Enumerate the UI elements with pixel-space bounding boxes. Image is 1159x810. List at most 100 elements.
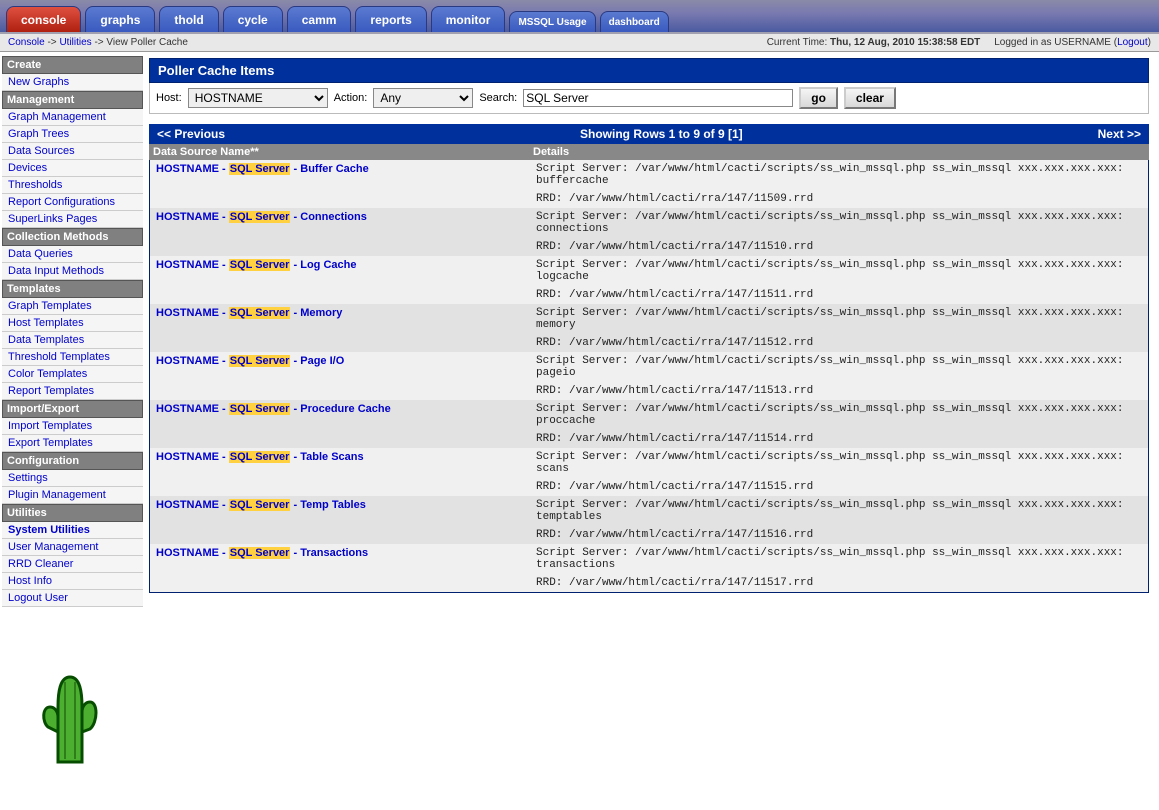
detail-text: RRD: /var/www/html/cacti/rra/147/11516.r… — [530, 526, 1148, 544]
data-source-link[interactable]: HOSTNAME - SQL Server - Memory — [156, 307, 342, 319]
data-source-link[interactable]: HOSTNAME - SQL Server - Page I/O — [156, 355, 344, 367]
current-time: Thu, 12 Aug, 2010 15:38:58 EDT — [830, 37, 980, 48]
table-row: HOSTNAME - SQL Server - Buffer CacheScri… — [150, 160, 1148, 190]
pager-showing: Showing Rows 1 to 9 of 9 [1] — [580, 127, 743, 141]
sidebar-item-report-templates[interactable]: Report Templates — [2, 383, 143, 400]
tab-thold[interactable]: thold — [159, 6, 218, 32]
detail-text: RRD: /var/www/html/cacti/rra/147/11517.r… — [530, 574, 1148, 592]
sidebar-item-new-graphs[interactable]: New Graphs — [2, 74, 143, 91]
detail-text: RRD: /var/www/html/cacti/rra/147/11512.r… — [530, 334, 1148, 352]
tab-graphs[interactable]: graphs — [85, 6, 155, 32]
panel-title: Poller Cache Items — [149, 58, 1149, 83]
tab-reports[interactable]: reports — [355, 6, 426, 32]
logo-area — [30, 647, 110, 800]
search-input[interactable] — [523, 89, 793, 107]
sidebar-header: Management — [2, 91, 143, 109]
col-data-source[interactable]: Data Source Name** — [153, 146, 533, 158]
sidebar-item-import-templates[interactable]: Import Templates — [2, 418, 143, 435]
tab-dashboard[interactable]: dashboard — [600, 11, 669, 32]
table-row: HOSTNAME - SQL Server - Table Scans Scrip… — [150, 448, 1148, 478]
sidebar-item-threshold-templates[interactable]: Threshold Templates — [2, 349, 143, 366]
sidebar-header: Import/Export — [2, 400, 143, 418]
host-select[interactable]: HOSTNAME — [188, 88, 328, 108]
detail-text: Script Server: /var/www/html/cacti/scrip… — [530, 448, 1148, 478]
sidebar-item-export-templates[interactable]: Export Templates — [2, 435, 143, 452]
sidebar-item-report-configurations[interactable]: Report Configurations — [2, 194, 143, 211]
sidebar-item-superlinks-pages[interactable]: SuperLinks Pages — [2, 211, 143, 228]
detail-text: Script Server: /var/www/html/cacti/scrip… — [530, 304, 1148, 334]
logged-in-label: Logged in as — [994, 37, 1051, 48]
breadcrumb-link[interactable]: Console — [8, 37, 45, 48]
detail-text: Script Server: /var/www/html/cacti/scrip… — [530, 400, 1148, 430]
tab-cycle[interactable]: cycle — [223, 6, 283, 32]
sidebar-item-data-templates[interactable]: Data Templates — [2, 332, 143, 349]
breadcrumb-link[interactable]: Utilities — [59, 37, 91, 48]
tab-camm[interactable]: camm — [287, 6, 352, 32]
sidebar-item-thresholds[interactable]: Thresholds — [2, 177, 143, 194]
breadcrumb-bar: Console -> Utilities -> View Poller Cach… — [0, 34, 1159, 52]
detail-text: Script Server: /var/www/html/cacti/scrip… — [530, 496, 1148, 526]
table-row: RRD: /var/www/html/cacti/rra/147/11510.r… — [150, 238, 1148, 256]
col-details: Details — [533, 146, 1145, 158]
data-source-link[interactable]: HOSTNAME - SQL Server - Transactions — [156, 547, 368, 559]
data-source-link[interactable]: HOSTNAME - SQL Server - Connections — [156, 211, 367, 223]
sidebar: CreateNew GraphsManagementGraph Manageme… — [0, 52, 145, 611]
table-row: HOSTNAME - SQL Server - Connections Scrip… — [150, 208, 1148, 238]
detail-text: Script Server: /var/www/html/cacti/scrip… — [530, 352, 1148, 382]
data-source-link[interactable]: HOSTNAME - SQL Server - Log Cache — [156, 259, 356, 271]
detail-text: RRD: /var/www/html/cacti/rra/147/11509.r… — [530, 190, 1148, 208]
sidebar-item-plugin-management[interactable]: Plugin Management — [2, 487, 143, 504]
main-content: Poller Cache Items Host: HOSTNAME Action… — [145, 52, 1159, 611]
breadcrumb: Console -> Utilities -> View Poller Cach… — [8, 37, 188, 48]
sidebar-item-user-management[interactable]: User Management — [2, 539, 143, 556]
sidebar-item-logout-user[interactable]: Logout User — [2, 590, 143, 607]
tab-mssql-usage[interactable]: MSSQL Usage — [509, 11, 595, 32]
sidebar-item-system-utilities[interactable]: System Utilities — [2, 522, 143, 539]
logout-link[interactable]: Logout — [1117, 37, 1148, 48]
detail-text: Script Server: /var/www/html/cacti/scrip… — [530, 208, 1148, 238]
sidebar-header: Configuration — [2, 452, 143, 470]
table-row: HOSTNAME - SQL Server - Temp Tables Scrip… — [150, 496, 1148, 526]
sidebar-header: Create — [2, 56, 143, 74]
clear-button[interactable]: clear — [844, 87, 896, 109]
go-button[interactable]: go — [799, 87, 838, 109]
tab-console[interactable]: console — [6, 6, 81, 32]
sidebar-header: Templates — [2, 280, 143, 298]
sidebar-item-graph-trees[interactable]: Graph Trees — [2, 126, 143, 143]
table-row: RRD: /var/www/html/cacti/rra/147/11515.r… — [150, 478, 1148, 496]
next-link[interactable]: Next >> — [1098, 127, 1141, 141]
data-source-link[interactable]: HOSTNAME - SQL Server - Temp Tables — [156, 499, 366, 511]
data-source-link[interactable]: HOSTNAME - SQL Server - Buffer Cache — [156, 163, 369, 175]
username: USERNAME — [1054, 37, 1111, 48]
table-row: HOSTNAME - SQL Server - Page I/O Script S… — [150, 352, 1148, 382]
sidebar-item-graph-management[interactable]: Graph Management — [2, 109, 143, 126]
current-time-label: Current Time: — [767, 37, 828, 48]
sidebar-item-devices[interactable]: Devices — [2, 160, 143, 177]
sidebar-item-rrd-cleaner[interactable]: RRD Cleaner — [2, 556, 143, 573]
search-label: Search: — [479, 92, 517, 104]
sidebar-header: Collection Methods — [2, 228, 143, 246]
data-source-link[interactable]: HOSTNAME - SQL Server - Procedure Cache — [156, 403, 391, 415]
sidebar-item-graph-templates[interactable]: Graph Templates — [2, 298, 143, 315]
action-label: Action: — [334, 92, 368, 104]
table-row: RRD: /var/www/html/cacti/rra/147/11513.r… — [150, 382, 1148, 400]
sidebar-item-host-templates[interactable]: Host Templates — [2, 315, 143, 332]
sidebar-item-color-templates[interactable]: Color Templates — [2, 366, 143, 383]
table-row: HOSTNAME - SQL Server - TransactionsScri… — [150, 544, 1148, 574]
sidebar-item-data-input-methods[interactable]: Data Input Methods — [2, 263, 143, 280]
cactus-icon — [30, 667, 110, 777]
data-source-link[interactable]: HOSTNAME - SQL Server - Table Scans — [156, 451, 364, 463]
tab-monitor[interactable]: monitor — [431, 6, 506, 32]
table-row: RRD: /var/www/html/cacti/rra/147/11509.r… — [150, 190, 1148, 208]
sidebar-item-host-info[interactable]: Host Info — [2, 573, 143, 590]
prev-link[interactable]: << Previous — [157, 127, 225, 141]
sidebar-item-data-sources[interactable]: Data Sources — [2, 143, 143, 160]
sidebar-item-data-queries[interactable]: Data Queries — [2, 246, 143, 263]
action-select[interactable]: Any — [373, 88, 473, 108]
sidebar-item-settings[interactable]: Settings — [2, 470, 143, 487]
detail-text: RRD: /var/www/html/cacti/rra/147/11515.r… — [530, 478, 1148, 496]
table-row: RRD: /var/www/html/cacti/rra/147/11511.r… — [150, 286, 1148, 304]
host-label: Host: — [156, 92, 182, 104]
poller-cache-table: HOSTNAME - SQL Server - Buffer Cache Scri… — [149, 160, 1149, 593]
table-row: RRD: /var/www/html/cacti/rra/147/11517.r… — [150, 574, 1148, 592]
